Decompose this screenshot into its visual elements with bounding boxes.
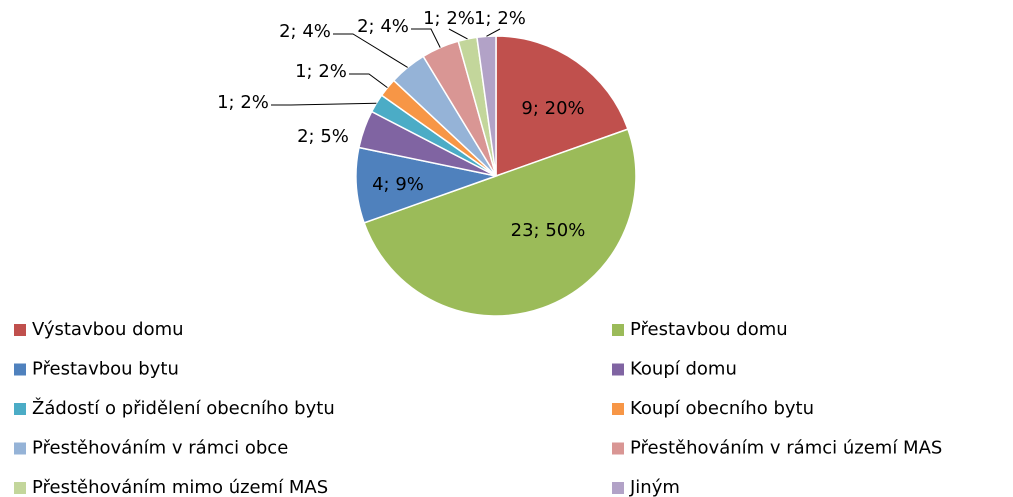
- legend-label: Přestěhováním v rámci obce: [32, 438, 288, 459]
- data-label: 1; 2%: [474, 8, 526, 29]
- legend-swatch: [612, 324, 624, 336]
- legend-swatch: [14, 403, 26, 415]
- leader-line: [349, 73, 388, 89]
- legend-label: Koupí obecního bytu: [630, 398, 814, 419]
- leader-line: [411, 28, 441, 48]
- legend-swatch: [612, 363, 624, 376]
- data-label: 1; 2%: [217, 92, 269, 113]
- legend-label: Přestěhováním mimo území MAS: [32, 477, 328, 497]
- legend-swatch: [14, 363, 26, 376]
- data-label: 2; 4%: [279, 21, 331, 42]
- data-label: 2; 4%: [357, 16, 409, 37]
- legend-label: Výstavbou domu: [32, 319, 184, 340]
- data-label: 23; 50%: [511, 220, 586, 241]
- data-label: 1; 2%: [423, 8, 475, 29]
- leader-line: [271, 102, 377, 106]
- legend-label: Koupí domu: [630, 359, 737, 380]
- leader-line: [448, 28, 468, 40]
- legend-label: Přestavbou domu: [630, 319, 788, 340]
- legend-swatch: [612, 482, 624, 494]
- legend-swatch: [14, 324, 26, 336]
- legend-swatch: [612, 403, 624, 415]
- data-label: 4; 9%: [372, 174, 424, 195]
- leader-line: [486, 28, 501, 37]
- data-label: 9; 20%: [521, 98, 584, 119]
- pie-slice: [495, 35, 629, 178]
- legend-label: Žádostí o přidělení obecního bytu: [32, 397, 335, 419]
- data-label: 2; 5%: [297, 126, 349, 147]
- legend-swatch: [14, 482, 26, 494]
- legend-label: Přestěhováním v rámci území MAS: [630, 438, 942, 459]
- legend-label: Jiným: [629, 477, 680, 497]
- data-label: 1; 2%: [295, 61, 347, 82]
- legend-swatch: [14, 442, 26, 455]
- legend-swatch: [612, 442, 624, 455]
- leader-line: [333, 33, 408, 68]
- pie-slice: [363, 128, 637, 317]
- legend-label: Přestavbou bytu: [32, 359, 179, 380]
